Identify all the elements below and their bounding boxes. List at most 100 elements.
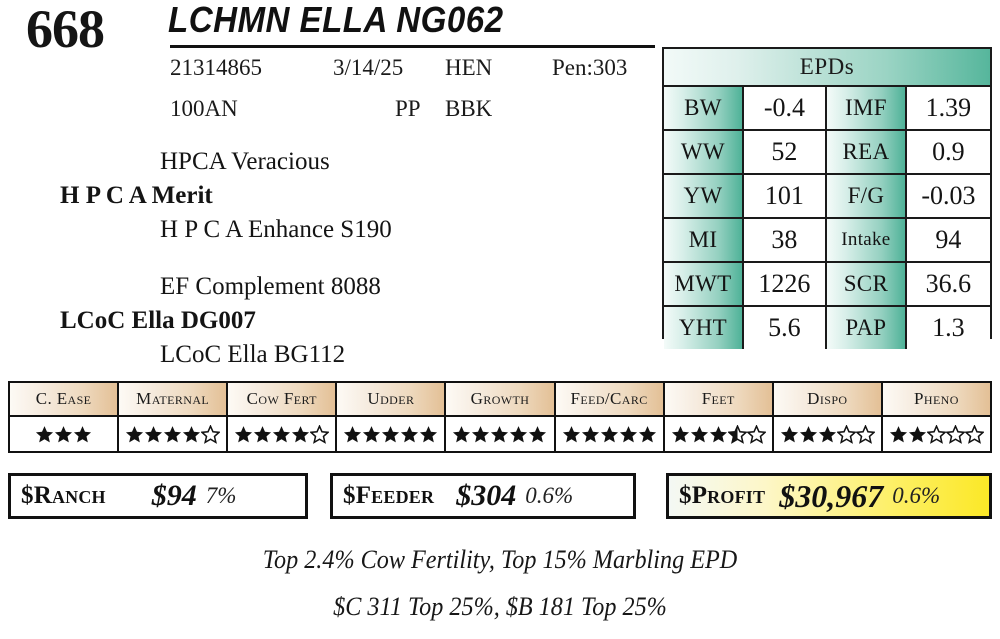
star-filled-icon: [600, 425, 619, 444]
rating-column-feed-carc[interactable]: Feed/Carc: [555, 383, 665, 451]
rating-column-pheno[interactable]: Pheno: [882, 383, 990, 451]
epd-label: BW: [664, 87, 744, 129]
star-filled-icon: [709, 425, 728, 444]
profit-index-label: $Profit: [679, 482, 766, 509]
rating-column-label: Maternal: [119, 383, 227, 417]
star-filled-icon: [182, 425, 201, 444]
epd-table-title: EPDs: [664, 49, 990, 87]
ranch-index-box: $Ranch $94 7%: [8, 473, 308, 519]
epd-label: SCR: [826, 263, 907, 305]
star-filled-icon: [509, 425, 528, 444]
rating-stars: [664, 417, 772, 451]
epd-value: 52: [743, 131, 827, 173]
tattoo-code: HEN: [445, 55, 493, 80]
lot-header: 668 LCHMN ELLA NG062 21314865 3/14/25 HE…: [0, 0, 1000, 132]
breed-percentage: 100AN: [170, 96, 238, 121]
epd-label: YW: [664, 175, 744, 217]
star-filled-icon: [163, 425, 182, 444]
epd-value: -0.4: [743, 87, 827, 129]
registration-number: 21314865: [170, 55, 262, 80]
star-filled-icon: [144, 425, 163, 444]
star-filled-icon: [291, 425, 310, 444]
trait-ratings-table: C. Ease Maternal Cow Fert Udder Growth Feed/C…: [8, 381, 992, 453]
star-filled-icon: [528, 425, 547, 444]
epd-row: BW -0.4 IMF 1.39: [664, 87, 990, 131]
feeder-index-value: $304: [456, 479, 517, 512]
pedigree-sire-dam: H P C A Enhance S190: [160, 216, 392, 243]
rating-stars: [337, 417, 445, 451]
rating-column-label: Udder: [337, 383, 445, 417]
pedigree-sire-sire: HPCA Veracious: [160, 148, 330, 175]
rating-column-label: Pheno: [882, 383, 990, 417]
feeder-index-label: $Feeder: [343, 482, 435, 509]
rating-column-label: Dispo: [773, 383, 881, 417]
epd-label: IMF: [826, 87, 907, 129]
epd-value: 1.3: [906, 307, 990, 349]
pedigree-dam-dam: LCoC Ella BG112: [160, 341, 346, 368]
rating-column-dispo[interactable]: Dispo: [773, 383, 883, 451]
star-empty-icon: [310, 424, 330, 444]
star-filled-icon: [581, 425, 600, 444]
epd-value: 101: [743, 175, 827, 217]
polled-status: PP: [395, 96, 421, 121]
rating-stars: [773, 417, 881, 451]
title-divider: [170, 45, 655, 48]
profit-index-percentile: 0.6%: [892, 483, 941, 508]
pen-number: Pen:303: [552, 55, 628, 80]
star-filled-icon: [234, 425, 253, 444]
rating-stars: [10, 417, 118, 451]
pedigree-dam-sire: EF Complement 8088: [160, 273, 381, 300]
epd-label: F/G: [826, 175, 907, 217]
ranch-index-label: $Ranch: [21, 482, 106, 509]
rating-column-feet[interactable]: Feet: [664, 383, 774, 451]
profit-index-box: $Profit $30,967 0.6%: [666, 473, 992, 519]
star-filled-icon: [671, 425, 690, 444]
epd-label: Intake: [826, 219, 907, 261]
epd-table: EPDs BW -0.4 IMF 1.39 WW 52 REA 0.9 YW 101 F/G -0.0…: [662, 47, 992, 349]
epd-label: YHT: [664, 307, 744, 349]
rating-column-c-ease[interactable]: C. Ease: [10, 383, 120, 451]
rating-column-maternal[interactable]: Maternal: [119, 383, 229, 451]
epd-value: 1.39: [906, 87, 990, 129]
epd-value: -0.03: [906, 175, 990, 217]
star-half-icon: [727, 424, 747, 444]
star-filled-icon: [619, 425, 638, 444]
epd-label: REA: [826, 131, 907, 173]
star-filled-icon: [889, 425, 908, 444]
highlight-note-line-2: $C 311 Top 25%, $B 181 Top 25%: [333, 592, 667, 621]
rating-column-cow-fert[interactable]: Cow Fert: [228, 383, 338, 451]
rating-column-label: Feet: [664, 383, 772, 417]
epd-value: 5.6: [743, 307, 827, 349]
rating-column-label: Growth: [446, 383, 554, 417]
star-filled-icon: [908, 425, 927, 444]
epd-label: MWT: [664, 263, 744, 305]
rating-stars: [555, 417, 663, 451]
epd-value: 94: [906, 219, 990, 261]
rating-column-label: Feed/Carc: [555, 383, 663, 417]
star-empty-icon: [945, 424, 965, 444]
star-filled-icon: [490, 425, 509, 444]
star-filled-icon: [343, 425, 362, 444]
feeder-index-percentile: 0.6%: [525, 483, 574, 508]
feeder-index-box: $Feeder $304 0.6%: [330, 473, 636, 519]
pedigree-block: HPCA Veracious H P C A Merit H P C A Enh…: [0, 140, 655, 370]
star-empty-icon: [746, 424, 766, 444]
star-filled-icon: [799, 425, 818, 444]
star-filled-icon: [73, 425, 92, 444]
star-filled-icon: [562, 425, 581, 444]
star-filled-icon: [400, 425, 419, 444]
rating-column-udder[interactable]: Udder: [337, 383, 447, 451]
epd-value: 38: [743, 219, 827, 261]
star-filled-icon: [35, 425, 54, 444]
profit-index-value: $30,967: [779, 477, 884, 514]
epd-row: WW 52 REA 0.9: [664, 131, 990, 175]
epd-table-body: BW -0.4 IMF 1.39 WW 52 REA 0.9 YW 101 F/G -0.03 MI 38…: [664, 87, 990, 349]
star-empty-icon: [964, 424, 984, 444]
star-filled-icon: [471, 425, 490, 444]
rating-column-growth[interactable]: Growth: [446, 383, 556, 451]
rating-stars: [882, 417, 990, 451]
star-filled-icon: [362, 425, 381, 444]
epd-value: 36.6: [906, 263, 990, 305]
star-filled-icon: [253, 425, 272, 444]
birth-date: 3/14/25: [333, 55, 404, 80]
